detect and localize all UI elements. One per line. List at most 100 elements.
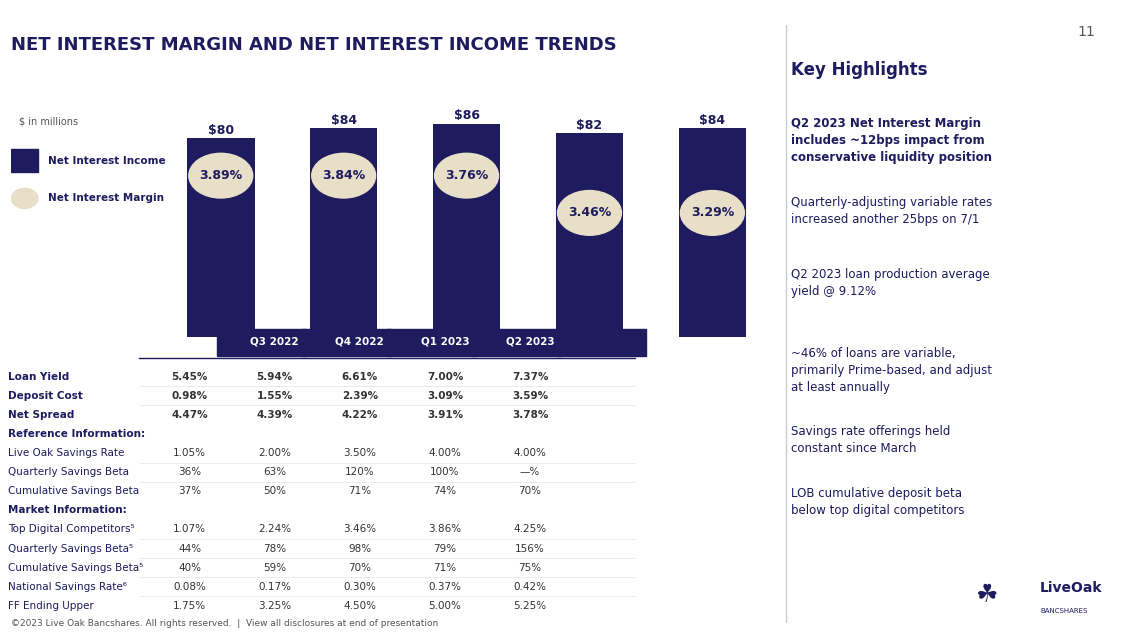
Text: 3.86%: 3.86%: [428, 525, 462, 534]
Text: 11: 11: [1078, 25, 1096, 39]
Text: 78%: 78%: [263, 544, 287, 553]
Text: 0.17%: 0.17%: [258, 582, 291, 591]
Text: LiveOak: LiveOak: [1040, 581, 1103, 595]
Text: Top Digital Competitors⁵: Top Digital Competitors⁵: [8, 525, 134, 534]
Text: 0.98%: 0.98%: [172, 391, 207, 401]
Text: 2.00%: 2.00%: [258, 448, 291, 458]
Text: Net Interest Income: Net Interest Income: [48, 156, 166, 165]
Text: 0.30%: 0.30%: [344, 582, 377, 591]
Text: NET INTEREST MARGIN AND NET INTEREST INCOME TRENDS: NET INTEREST MARGIN AND NET INTEREST INC…: [11, 36, 617, 53]
Text: $86: $86: [454, 109, 479, 122]
FancyBboxPatch shape: [558, 329, 646, 356]
Text: Q4 2022: Q4 2022: [336, 337, 385, 347]
Text: —%: —%: [520, 467, 541, 477]
Text: 71%: 71%: [348, 487, 371, 496]
Text: $84: $84: [331, 114, 356, 127]
Text: 100%: 100%: [430, 467, 460, 477]
Text: $80: $80: [208, 124, 233, 137]
Text: 40%: 40%: [178, 563, 201, 572]
Text: 1.07%: 1.07%: [173, 525, 206, 534]
Text: 71%: 71%: [434, 563, 456, 572]
Text: $84: $84: [700, 114, 725, 127]
Text: 3.46%: 3.46%: [344, 525, 377, 534]
Ellipse shape: [312, 153, 376, 198]
Text: 1.05%: 1.05%: [173, 448, 206, 458]
Text: 3.46%: 3.46%: [568, 207, 611, 219]
Text: 5.00%: 5.00%: [429, 601, 461, 611]
Text: Loan Yield: Loan Yield: [8, 372, 69, 382]
FancyBboxPatch shape: [216, 329, 306, 356]
Text: 44%: 44%: [178, 544, 201, 553]
Text: 79%: 79%: [434, 544, 456, 553]
Text: Q2 2023: Q2 2023: [505, 337, 554, 347]
Text: 4.50%: 4.50%: [344, 601, 377, 611]
Text: 0.37%: 0.37%: [429, 582, 461, 591]
Ellipse shape: [681, 191, 744, 235]
Text: 1.75%: 1.75%: [173, 601, 206, 611]
Text: 70%: 70%: [348, 563, 371, 572]
Text: 74%: 74%: [434, 487, 456, 496]
Text: 1.55%: 1.55%: [256, 391, 292, 401]
Text: 3.25%: 3.25%: [258, 601, 291, 611]
Text: Net Spread: Net Spread: [8, 410, 74, 420]
Text: 5.45%: 5.45%: [172, 372, 208, 382]
FancyBboxPatch shape: [302, 329, 390, 356]
Text: 3.91%: 3.91%: [427, 410, 463, 420]
Text: 0.42%: 0.42%: [513, 582, 546, 591]
Text: 3.78%: 3.78%: [512, 410, 549, 420]
Text: 6.61%: 6.61%: [341, 372, 378, 382]
Text: Key Highlights: Key Highlights: [791, 61, 927, 80]
Text: $ in millions: $ in millions: [18, 116, 77, 126]
Text: 4.00%: 4.00%: [513, 448, 546, 458]
Text: Market Information:: Market Information:: [8, 506, 126, 515]
Text: 3.76%: 3.76%: [445, 169, 488, 182]
Text: 59%: 59%: [263, 563, 287, 572]
Text: FF Ending Upper: FF Ending Upper: [8, 601, 93, 611]
Text: 37%: 37%: [178, 487, 201, 496]
Text: 5.25%: 5.25%: [513, 601, 546, 611]
Text: Reference Information:: Reference Information:: [8, 429, 145, 439]
Text: 36%: 36%: [178, 467, 201, 477]
Text: Q2 2023 Net Interest Margin
includes ~12bps impact from
conservative liquidity p: Q2 2023 Net Interest Margin includes ~12…: [791, 117, 992, 164]
Text: ~46% of loans are variable,
primarily Prime-based, and adjust
at least annually: ~46% of loans are variable, primarily Pr…: [791, 347, 992, 394]
Text: 120%: 120%: [345, 467, 374, 477]
Text: 50%: 50%: [263, 487, 287, 496]
Text: 2.24%: 2.24%: [258, 525, 291, 534]
Text: 0.08%: 0.08%: [173, 582, 206, 591]
Text: 3.59%: 3.59%: [512, 391, 549, 401]
Text: Q3 2022: Q3 2022: [250, 337, 299, 347]
Text: 63%: 63%: [263, 467, 287, 477]
Text: 70%: 70%: [519, 487, 542, 496]
Text: Quarterly Savings Beta: Quarterly Savings Beta: [8, 467, 129, 477]
Text: Q2 2022: Q2 2022: [165, 337, 214, 347]
Text: 3.89%: 3.89%: [199, 169, 242, 182]
Text: 3.29%: 3.29%: [691, 207, 734, 219]
Text: LOB cumulative deposit beta
below top digital competitors: LOB cumulative deposit beta below top di…: [791, 487, 964, 516]
Ellipse shape: [11, 188, 38, 209]
Text: National Savings Rate⁶: National Savings Rate⁶: [8, 582, 126, 591]
FancyBboxPatch shape: [11, 149, 38, 172]
Text: 4.22%: 4.22%: [341, 410, 378, 420]
Text: 98%: 98%: [348, 544, 371, 553]
Text: 7.00%: 7.00%: [427, 372, 463, 382]
Text: $82: $82: [577, 119, 602, 132]
FancyBboxPatch shape: [387, 329, 476, 356]
Text: 3.50%: 3.50%: [344, 448, 377, 458]
Text: 2.39%: 2.39%: [341, 391, 378, 401]
Text: ©2023 Live Oak Bancshares. All rights reserved.  |  View all disclosures at end : ©2023 Live Oak Bancshares. All rights re…: [11, 619, 438, 628]
Bar: [555, 134, 624, 337]
Text: 4.47%: 4.47%: [172, 410, 208, 420]
Bar: [187, 139, 255, 337]
Text: Net Interest Margin: Net Interest Margin: [48, 193, 164, 204]
Text: 156%: 156%: [516, 544, 545, 553]
Text: Quarterly Savings Beta⁵: Quarterly Savings Beta⁵: [8, 544, 133, 553]
Text: Live Oak Savings Rate: Live Oak Savings Rate: [8, 448, 124, 458]
Text: BANCSHARES: BANCSHARES: [1040, 607, 1088, 614]
Text: Q2 2023 loan production average
yield @ 9.12%: Q2 2023 loan production average yield @ …: [791, 268, 990, 298]
Text: Quarterly-adjusting variable rates
increased another 25bps on 7/1: Quarterly-adjusting variable rates incre…: [791, 196, 992, 226]
Text: 5.94%: 5.94%: [256, 372, 292, 382]
FancyBboxPatch shape: [472, 329, 561, 356]
Text: Q1 2023: Q1 2023: [421, 337, 469, 347]
Ellipse shape: [189, 153, 253, 198]
Bar: [432, 123, 501, 337]
